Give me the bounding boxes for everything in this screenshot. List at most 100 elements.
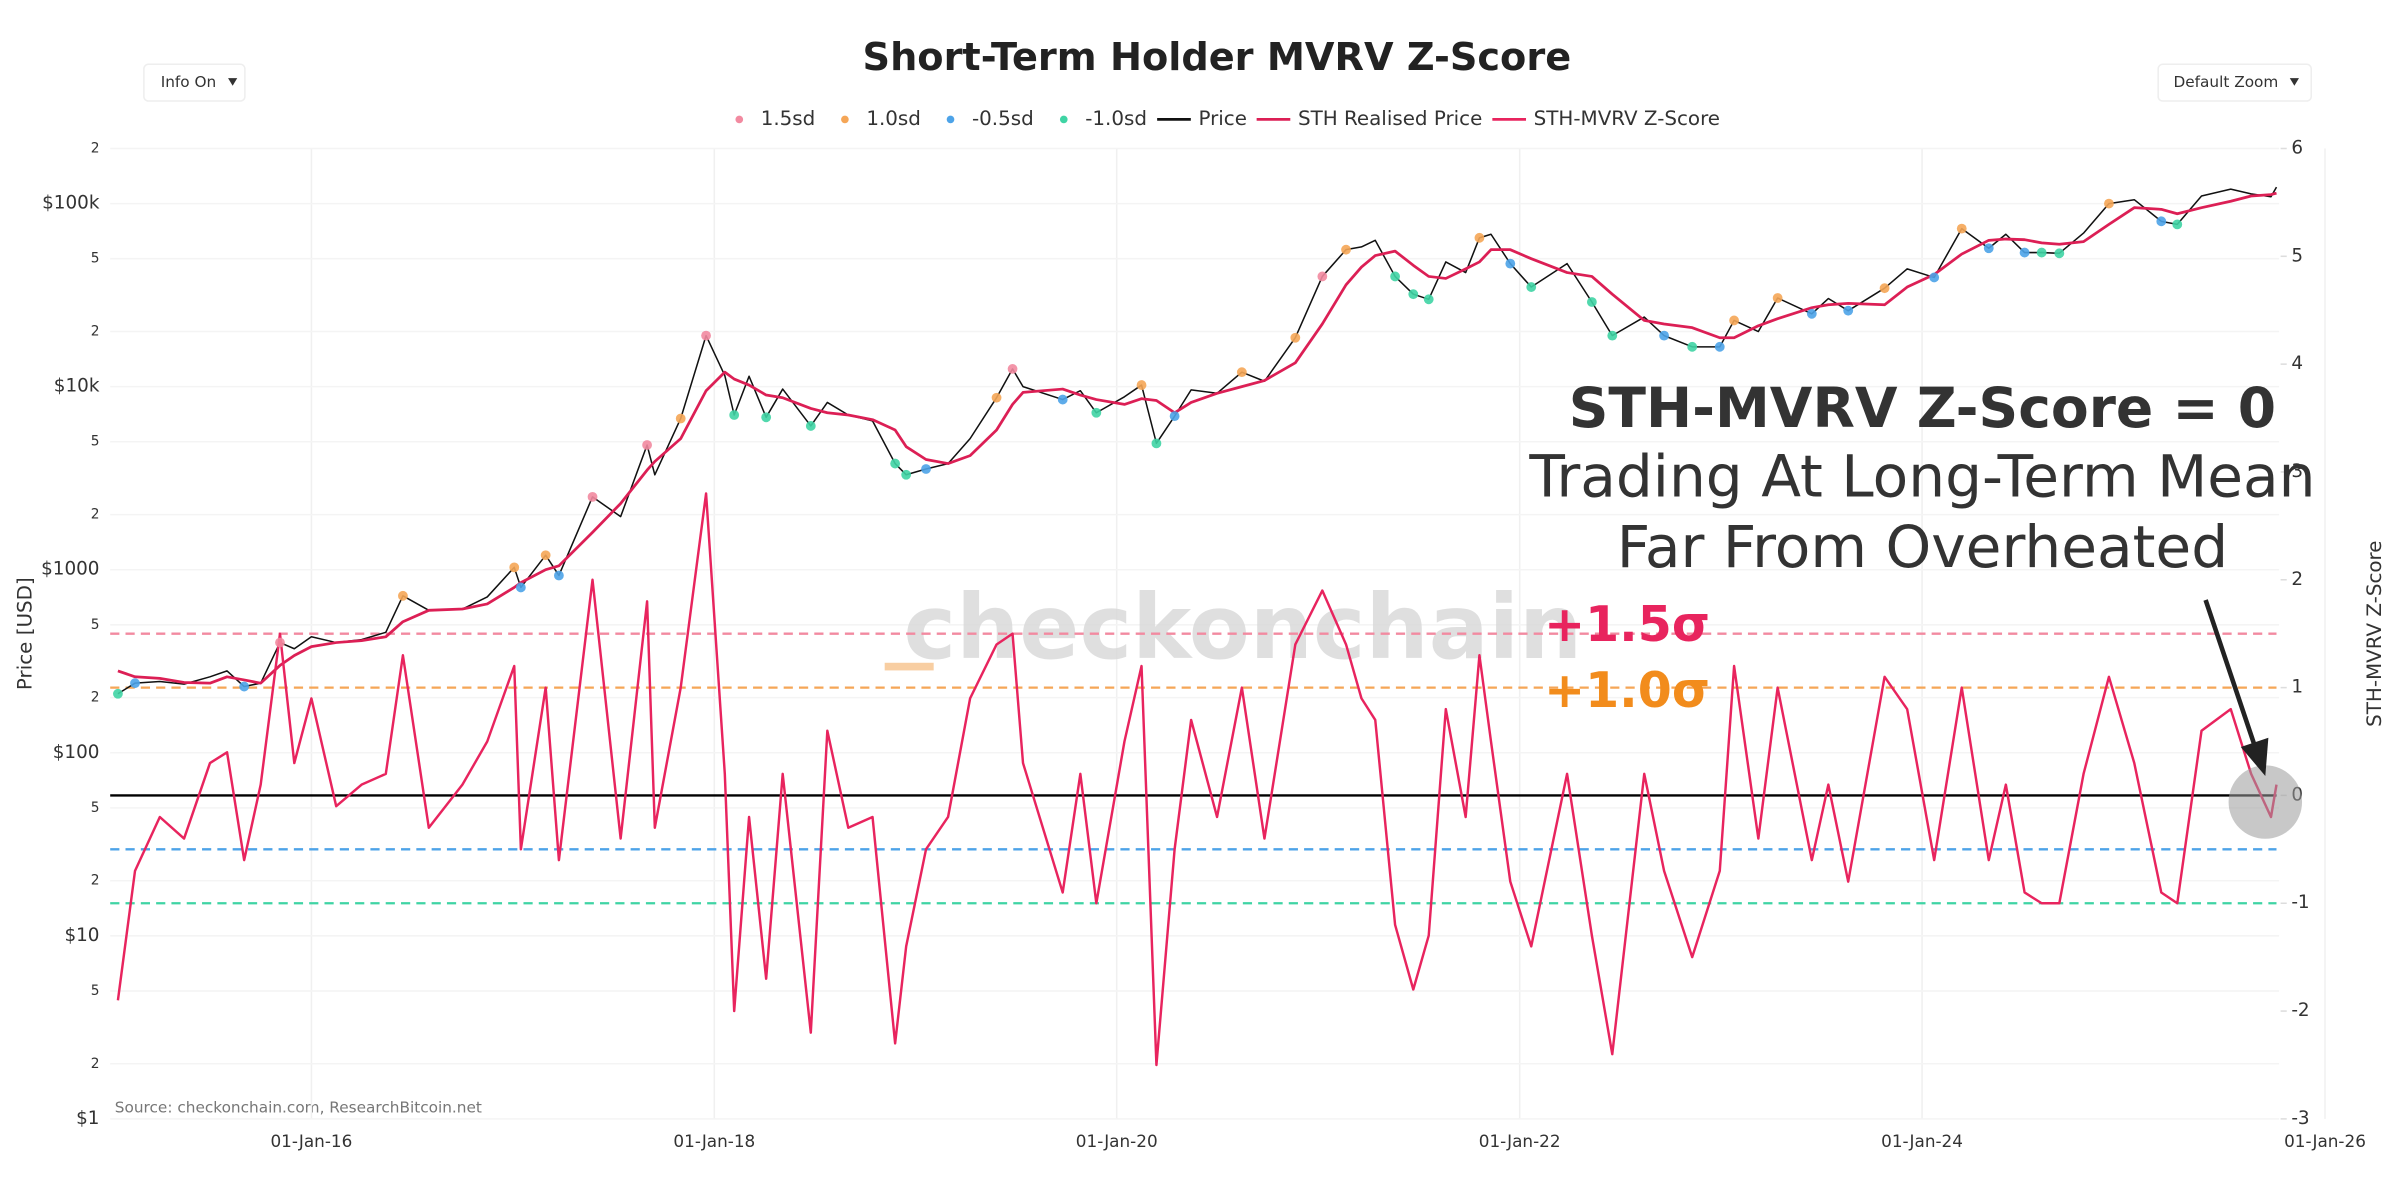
source-note: Source: checkonchain.com, ResearchBitcoi…	[115, 1099, 482, 1117]
arrow-shaft	[2203, 599, 2259, 751]
x-tick-label: 01-Jan-16	[270, 1131, 352, 1151]
button-frame[interactable]	[143, 63, 246, 102]
y-tick-label: $1000	[41, 559, 99, 580]
y-tick-label: $10	[64, 925, 99, 946]
button-frame[interactable]	[2157, 63, 2312, 102]
band-marker	[553, 570, 564, 581]
band-marker	[509, 562, 520, 573]
y-tick-label: $100k	[42, 193, 100, 214]
legend-label: -1.0sd	[1085, 107, 1147, 130]
legend-label: Price	[1198, 107, 1246, 130]
price-line	[117, 186, 2278, 695]
x-tick-label: 01-Jan-24	[1881, 1131, 1963, 1151]
watermark-underscore	[884, 662, 934, 671]
y2-tick-label: 4	[2291, 353, 2303, 374]
band-marker	[890, 458, 901, 469]
y-tick-label: 2	[91, 1056, 100, 1072]
band-marker	[1007, 364, 1018, 374]
band-marker	[2156, 216, 2167, 227]
band-marker	[2104, 198, 2114, 209]
annotation: +1.0σ	[1544, 662, 1710, 719]
legend-label: -0.5sd	[972, 107, 1034, 130]
annotation: STH-MVRV Z-Score = 0	[1569, 376, 2276, 440]
legend-label: 1.5sd	[761, 107, 816, 130]
y2-tick-label: -1	[2291, 892, 2309, 913]
legend-label: STH-MVRV Z-Score	[1534, 107, 1720, 130]
legend-label: 1.0sd	[866, 107, 921, 130]
y2-tick-label: -2	[2291, 1000, 2309, 1021]
band-marker	[515, 582, 526, 593]
y-tick-label: 5	[91, 617, 100, 633]
band-marker	[587, 491, 598, 502]
band-marker	[1843, 305, 1854, 316]
band-marker	[1505, 258, 1516, 269]
y2-tick-label: 3	[2291, 461, 2303, 482]
legend-marker	[841, 115, 849, 124]
band-marker	[1136, 380, 1147, 390]
y-tick-label: $1	[76, 1108, 99, 1129]
y-tick-label: 2	[91, 873, 100, 889]
band-marker	[1423, 294, 1434, 305]
y2-tick-label: 1	[2291, 677, 2303, 698]
band-marker	[1290, 332, 1301, 343]
highlight-circle	[2228, 765, 2303, 839]
band-marker	[2036, 247, 2047, 258]
band-marker	[642, 440, 652, 450]
dropdown-arrow[interactable]	[2289, 78, 2299, 86]
band-marker	[1057, 394, 1068, 405]
band-marker	[1983, 243, 1994, 254]
band-marker	[761, 412, 772, 423]
band-marker	[805, 421, 816, 431]
dropdown-arrow[interactable]	[228, 78, 238, 86]
annotation: Far From Overheated	[1617, 513, 2228, 581]
band-marker	[1714, 341, 1725, 352]
y-tick-label: 5	[91, 251, 100, 267]
band-marker	[1390, 271, 1400, 282]
y-tick-label: $100	[53, 742, 100, 763]
legend: 1.5sd 1.0sd -0.5sd -1.0sd Price STH Realised …	[735, 107, 1720, 130]
band-marker	[1687, 341, 1698, 352]
band-marker	[991, 392, 1002, 403]
y-tick-label: 5	[91, 800, 100, 816]
band-marker	[1956, 223, 1967, 234]
band-marker	[1091, 407, 1102, 418]
band-marker	[2054, 248, 2065, 259]
band-marker	[1659, 330, 1669, 341]
band-marker	[239, 681, 250, 692]
band-marker	[1929, 272, 1940, 283]
zoom-button[interactable]: Default Zoom	[2157, 63, 2312, 102]
band-marker	[1169, 411, 1180, 422]
band-marker	[1729, 315, 1739, 326]
y-tick-label: 2	[91, 507, 100, 523]
x-tick-label: 01-Jan-18	[673, 1131, 755, 1151]
y-tick-label: $10k	[54, 376, 100, 397]
legend-label: STH Realised Price	[1298, 107, 1482, 130]
z-score-line	[116, 492, 2278, 1067]
arrow-head	[2240, 737, 2269, 777]
button-label[interactable]: Info On	[161, 73, 217, 91]
y-tick-label: 2	[91, 324, 100, 340]
band-marker	[1879, 283, 1890, 294]
band-marker	[1408, 289, 1419, 300]
band-marker	[275, 637, 285, 648]
band-marker	[901, 469, 912, 480]
band-marker	[1317, 271, 1328, 282]
chart-title: Short-Term Holder MVRV Z-Score	[863, 35, 1572, 80]
info-button[interactable]: Info On	[143, 63, 246, 102]
realised-price-line	[117, 191, 2277, 685]
y2-tick-label: 2	[2291, 569, 2303, 590]
y2-tick-label: 5	[2291, 245, 2303, 266]
y-tick-label: 2	[91, 690, 100, 706]
x-tick-label: 01-Jan-20	[1076, 1131, 1158, 1151]
band-marker	[1474, 232, 1485, 243]
band-marker	[540, 550, 551, 561]
y-axis-title: Price [USD]	[14, 577, 37, 690]
band-marker	[729, 410, 740, 420]
button-label[interactable]: Default Zoom	[2173, 73, 2278, 91]
band-marker	[398, 590, 408, 601]
y-tick-label: 2	[91, 140, 100, 156]
band-marker	[701, 330, 711, 341]
band-marker	[2019, 247, 2030, 258]
